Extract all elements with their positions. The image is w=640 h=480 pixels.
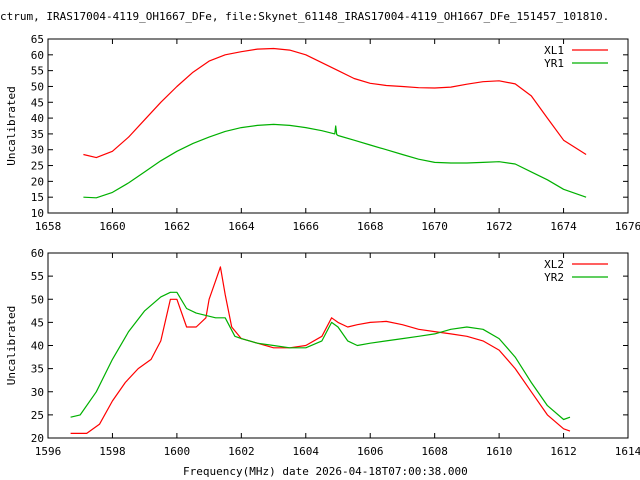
bottom-x-tick-label: 1600: [164, 445, 191, 458]
top-y-tick-label: 60: [31, 49, 44, 62]
top-y-tick-label: 15: [31, 191, 44, 204]
bottom-x-tick-label: 1614: [615, 445, 640, 458]
bottom-x-tick-label: 1598: [99, 445, 126, 458]
bottom-y-tick-label: 40: [31, 340, 44, 353]
bottom-y-tick-label: 35: [31, 363, 44, 376]
top-x-tick-label: 1662: [164, 220, 191, 233]
figure-title: ctrum, IRAS17004-4119_OH1667_DFe, file:S…: [0, 10, 609, 23]
top-x-tick-label: 1658: [35, 220, 62, 233]
bottom-x-tick-label: 1604: [293, 445, 320, 458]
top-y-tick-label: 20: [31, 175, 44, 188]
bottom-x-tick-label: 1612: [550, 445, 577, 458]
bottom-plot-frame: [47, 252, 629, 439]
top-x-tick-label: 1660: [99, 220, 126, 233]
top-x-tick-label: 1668: [357, 220, 384, 233]
top-panel: 1658 1660 1662 1664 1666 1668 1670 1672 1674 1676…: [5, 33, 640, 233]
top-y-tick-label: 30: [31, 144, 44, 157]
chart-panels: 1658 1660 1662 1664 1666 1668 1670 1672 1674 1676…: [5, 33, 640, 458]
top-y-tick-label: 25: [31, 160, 44, 173]
bottom-y-tick-label: 50: [31, 293, 44, 306]
top-y-tick-label: 10: [31, 207, 44, 220]
top-y-tick-label: 35: [31, 128, 44, 141]
top-y-tick-label: 65: [31, 33, 44, 46]
bottom-y-tick-label: 25: [31, 409, 44, 422]
top-series-xl1-line: [83, 47, 587, 159]
bottom-x-tick-label: 1606: [357, 445, 384, 458]
bottom-series-yr2-line: [70, 291, 571, 421]
top-x-tick-label: 1670: [421, 220, 448, 233]
bottom-y-tick-label: 30: [31, 386, 44, 399]
bottom-y-tick-label: 20: [31, 432, 44, 445]
top-y-tick-label: 40: [31, 112, 44, 125]
top-y-tick-label: 55: [31, 65, 44, 78]
bottom-legend-label-yr2: YR2: [544, 271, 564, 284]
top-y-axis-label: Uncalibrated: [5, 86, 18, 165]
top-legend-label-xl1: XL1: [544, 44, 564, 57]
bottom-y-tick-label: 55: [31, 270, 44, 283]
x-axis-label: Frequency(MHz) date 2026-04-18T07:00:38.…: [183, 465, 468, 478]
bottom-x-tick-label: 1596: [35, 445, 62, 458]
bottom-series-xl2-line: [70, 266, 571, 434]
top-plot-frame: [47, 38, 629, 214]
bottom-y-tick-label: 45: [31, 316, 44, 329]
top-x-tick-label: 1676: [615, 220, 640, 233]
bottom-y-tick-label: 60: [31, 247, 44, 260]
top-series-yr1-line: [83, 123, 587, 199]
top-x-tick-label: 1664: [228, 220, 255, 233]
top-legend-label-yr1: YR1: [544, 57, 564, 70]
top-x-tick-label: 1672: [486, 220, 513, 233]
bottom-y-axis-label: Uncalibrated: [5, 306, 18, 385]
top-x-tick-label: 1674: [550, 220, 577, 233]
bottom-panel: 1596 1598 1600 1602 1604 1606 1608 1610 1612 1614…: [5, 247, 640, 458]
top-y-tick-label: 50: [31, 80, 44, 93]
bottom-x-tick-label: 1610: [486, 445, 513, 458]
bottom-x-tick-label: 1602: [228, 445, 255, 458]
top-x-tick-label: 1666: [293, 220, 320, 233]
top-y-tick-label: 45: [31, 96, 44, 109]
bottom-legend-label-xl2: XL2: [544, 258, 564, 271]
bottom-x-tick-label: 1608: [421, 445, 448, 458]
